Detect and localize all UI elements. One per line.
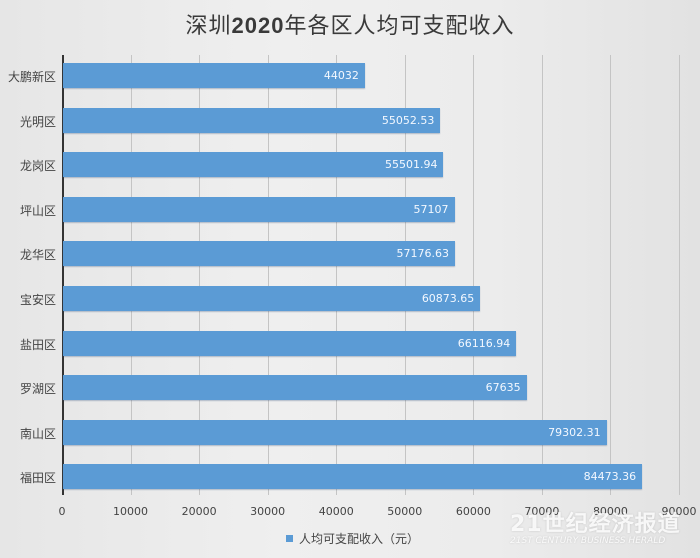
bar: 66116.94: [63, 330, 517, 356]
gridline: [130, 55, 132, 495]
bar: 55501.94: [63, 152, 444, 178]
bar: 84473.36: [63, 464, 643, 490]
gridline: [541, 55, 543, 495]
category-label: 龙华区: [19, 248, 56, 263]
gridline: [610, 55, 612, 495]
bar: 55052.53: [63, 107, 441, 133]
bar-value-label: 67635: [485, 381, 521, 395]
x-tick-label: 40000: [318, 505, 354, 518]
bar-value-label: 57176.63: [396, 247, 449, 261]
bar: 60873.65: [63, 286, 481, 311]
bar-value-label: 60873.65: [421, 292, 475, 305]
legend-swatch: [286, 535, 293, 542]
x-tick-label: 60000: [455, 505, 491, 518]
gridline: [473, 55, 475, 495]
x-tick-label: 0: [58, 505, 66, 518]
bar: 79302.31: [63, 419, 607, 445]
bar-value-label: 44032: [323, 69, 359, 82]
x-tick-label: 90000: [661, 505, 697, 518]
gridline: [267, 55, 269, 495]
gridline: [336, 55, 338, 495]
y-axis-line: [62, 55, 64, 495]
bar: 44032: [63, 63, 365, 88]
category-label: 南山区: [19, 426, 56, 441]
bar-value-label: 79302.31: [548, 425, 601, 439]
gridline: [679, 55, 680, 495]
x-tick-label: 20000: [181, 505, 217, 518]
category-label: 宝安区: [19, 293, 56, 307]
category-label: 光明区: [19, 114, 56, 129]
bar-value-label: 55501.94: [384, 158, 438, 172]
chart-title: 深圳2020年各区人均可支配收入: [185, 13, 515, 39]
x-tick-label: 80000: [592, 505, 628, 518]
x-tick-label: 50000: [387, 505, 423, 518]
category-label: 盐田区: [19, 337, 56, 352]
category-label: 龙岗区: [19, 159, 56, 174]
bar-value-label: 84473.36: [583, 470, 637, 484]
bar-value-label: 55052.53: [381, 113, 435, 127]
legend: 人均可支配收入（元）: [286, 530, 419, 547]
gridline: [199, 55, 201, 495]
x-tick-label: 70000: [524, 505, 560, 518]
legend-label: 人均可支配收入（元）: [299, 532, 420, 546]
bar: 57176.63: [63, 241, 455, 267]
watermark-sub: 21ST CENTURY BUSINESS HERALD: [510, 536, 666, 546]
bar: 67635: [63, 375, 527, 401]
category-label: 坪山区: [19, 203, 56, 218]
x-tick-label: 10000: [113, 505, 149, 518]
watermark-main: 21世纪经济报道: [510, 512, 681, 537]
category-label: 福田区: [19, 471, 56, 486]
gridline: [404, 55, 406, 495]
bar-value-label: 57107: [413, 202, 449, 216]
watermark: 21世纪经济报道 21ST CENTURY BUSINESS HERALD: [510, 506, 681, 546]
category-label: 罗湖区: [19, 382, 56, 397]
plot-area: 44032 55052.53 55501.94 57107 57176.63 60873.…: [62, 55, 680, 495]
bar-value-label: 66116.94: [457, 336, 511, 350]
category-label: 大鹏新区: [7, 70, 56, 84]
x-tick-label: 30000: [250, 505, 286, 518]
bar: 57107: [63, 196, 455, 222]
